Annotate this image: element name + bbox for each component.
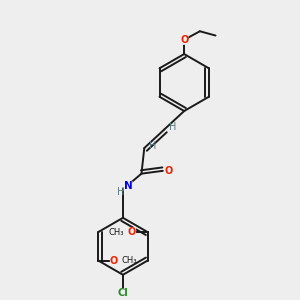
Text: Cl: Cl [118, 288, 128, 298]
Text: H: H [148, 141, 156, 151]
Text: O: O [110, 256, 118, 266]
Text: H: H [169, 122, 176, 132]
Text: H: H [117, 187, 124, 196]
Text: O: O [164, 166, 172, 176]
Text: N: N [124, 181, 132, 191]
Text: O: O [180, 35, 188, 45]
Text: CH₃: CH₃ [109, 228, 124, 237]
Text: O: O [128, 227, 136, 237]
Text: CH₃: CH₃ [122, 256, 137, 265]
